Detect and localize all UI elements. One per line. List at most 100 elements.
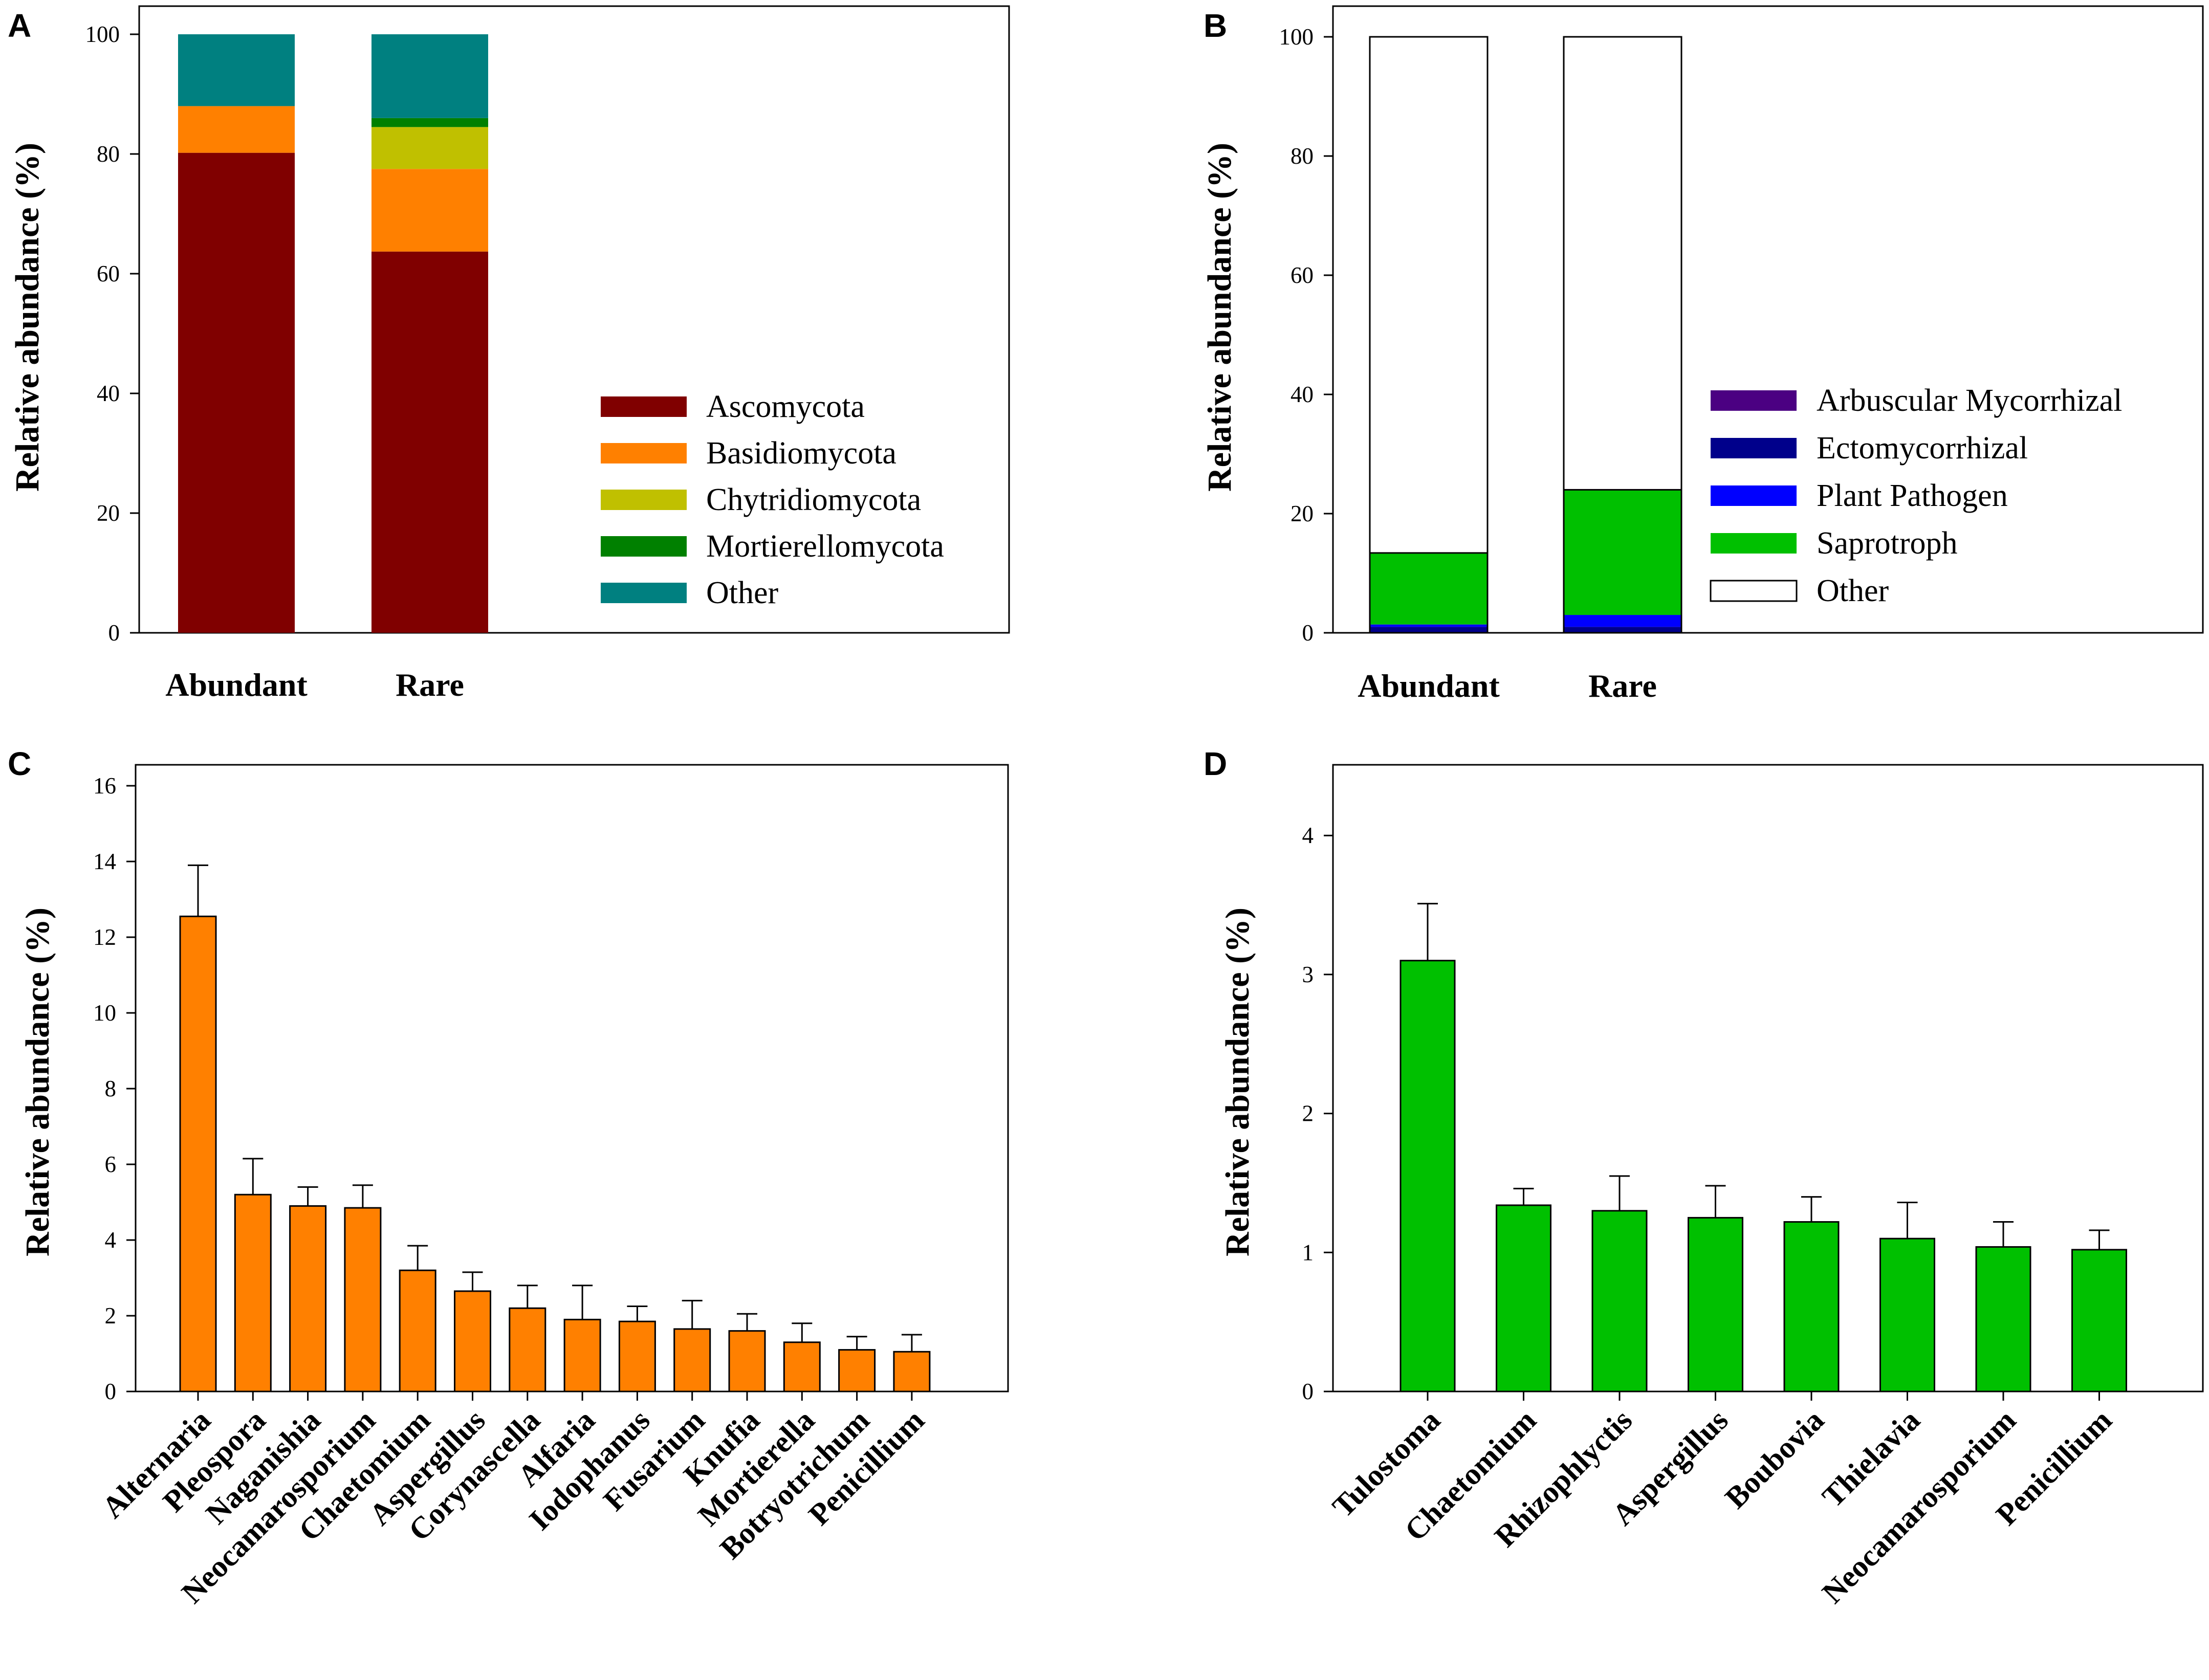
bar-segment-saprotroph [1564,490,1681,615]
bar [344,1207,382,1392]
bars-d [1399,902,2127,1401]
y-tick-label: 20 [1291,501,1314,526]
legend-label: Ectomycorrhizal [1817,431,2028,466]
bar-segment-mortierellomycota [371,118,488,127]
bar-outline [1563,36,1682,634]
y-tick-label: 4 [1302,823,1314,848]
bar-segment-other [178,34,295,106]
bar-segment-chytridiomycota [371,127,488,169]
bar-segment-ectomycorrhizal [1370,627,1488,633]
legend-swatch [1711,390,1797,411]
bar [1496,1204,1551,1392]
x-axis-d: TulostomaChaetomiumRhizophlyctisAspergil… [1326,1403,2118,1610]
legend-label: Mortierellomycota [706,529,944,564]
y-axis-title-b: Relative abundance (%) [1201,143,1238,492]
bar [1591,1210,1648,1392]
bar-segment-basidiomycota [371,169,488,252]
y-axis-c: 0 2 4 6 8 10 12 14 16 [93,773,136,1404]
plot-frame-d [1332,764,2204,1392]
bars-a [178,34,488,633]
y-tick-label: 1 [1302,1240,1314,1265]
bar [509,1307,546,1392]
y-axis-a: 0 20 40 60 80 100 [85,21,139,646]
bar-segment-ascomycota [178,152,295,633]
bar [783,1341,821,1392]
y-tick-label: 0 [105,1379,117,1404]
y-tick-label: 4 [105,1227,117,1253]
bar [1975,1246,2031,1392]
legend-b: Arbuscular Mycorrhizal Ectomycorrhizal Pla… [1710,383,2122,608]
legend-swatch [601,443,687,463]
legend-label: Basidiomycota [706,436,896,471]
y-tick-label: 3 [1302,962,1314,987]
bar-segment-basidiomycota [178,106,295,153]
y-tick-label: 80 [1291,143,1314,169]
y-tick-label: 10 [93,1000,116,1026]
bar [728,1330,766,1392]
panel-c: C Relative abundance (%) 0 2 4 6 8 10 12 14 16 A… [8,745,1009,1610]
panel-letter-c: C [8,745,31,782]
legend-swatch [601,490,687,510]
y-axis-title-c: Relative abundance (%) [19,908,56,1256]
category-label: Rare [396,667,464,703]
legend-label: Chytridiomycota [706,482,921,517]
y-axis-b: 0 20 40 60 80 100 [1279,24,1333,646]
y-tick-label: 12 [93,924,116,950]
panel-d: D Relative abundance (%) 0 1 2 3 4 Tulostoma… [1204,745,2204,1610]
y-tick-label: 16 [93,773,116,799]
category-label: Abundant [165,667,308,703]
bar [1688,1217,1743,1392]
y-tick-label: 0 [1302,620,1314,646]
bar-segment-ectomycorrhizal [1564,627,1681,633]
category-label: Boubovia [1718,1403,1830,1515]
legend-swatch [1711,438,1797,458]
legend-label: Ascomycota [706,389,865,424]
bar [1879,1237,1935,1392]
bar-segment-other [1369,36,1489,554]
y-axis-title-d: Relative abundance (%) [1219,908,1256,1256]
bar [673,1328,711,1392]
bar-segment-plant-pathogen [1564,615,1681,627]
legend-swatch [601,583,687,603]
panel-b: B Relative abundance (%) 0 20 40 60 80 100 Ab… [1201,5,2204,704]
y-tick-label: 60 [1291,262,1314,288]
bar [838,1349,876,1392]
legend-label: Plant Pathogen [1817,478,2008,513]
legend-swatch [601,396,687,417]
y-tick-label: 0 [108,620,120,646]
y-tick-label: 40 [97,381,120,406]
y-tick-label: 2 [1302,1101,1314,1126]
legend-label: Other [706,576,779,610]
plot-frame-a [138,5,1010,634]
legend-swatch [1711,485,1797,506]
y-tick-label: 2 [105,1303,117,1329]
bar-outline [1369,36,1489,634]
legend-swatch [1710,580,1798,602]
legend-label: Other [1817,573,1889,608]
y-tick-label: 80 [97,141,120,167]
y-tick-label: 100 [85,21,120,47]
x-axis-a: Abundant Rare [165,667,464,703]
bar [289,1205,327,1392]
y-tick-label: 100 [1279,24,1314,50]
y-tick-label: 6 [105,1152,117,1177]
y-tick-label: 40 [1291,382,1314,407]
panel-letter-b: B [1204,7,1227,44]
legend-a: Ascomycota Basidiomycota Chytridiomycota Mo… [601,389,944,610]
legend-label: Arbuscular Mycorrhizal [1817,383,2122,418]
category-label: Rare [1588,668,1657,704]
legend-swatch [601,536,687,557]
bar [454,1290,491,1392]
y-tick-label: 0 [1302,1379,1314,1404]
y-tick-label: 8 [105,1076,117,1101]
panel-letter-a: A [8,7,31,44]
bar-segment-other [1563,36,1682,491]
y-tick-label: 14 [93,849,116,874]
bar-segment-other [371,34,488,118]
bar-segment-ascomycota [371,251,488,633]
bar [893,1351,931,1392]
bar [1399,960,1456,1392]
y-tick-label: 20 [97,500,120,526]
x-axis-c: AlternariaPleosporaNaganishiaNeocamarosp… [96,1403,931,1610]
